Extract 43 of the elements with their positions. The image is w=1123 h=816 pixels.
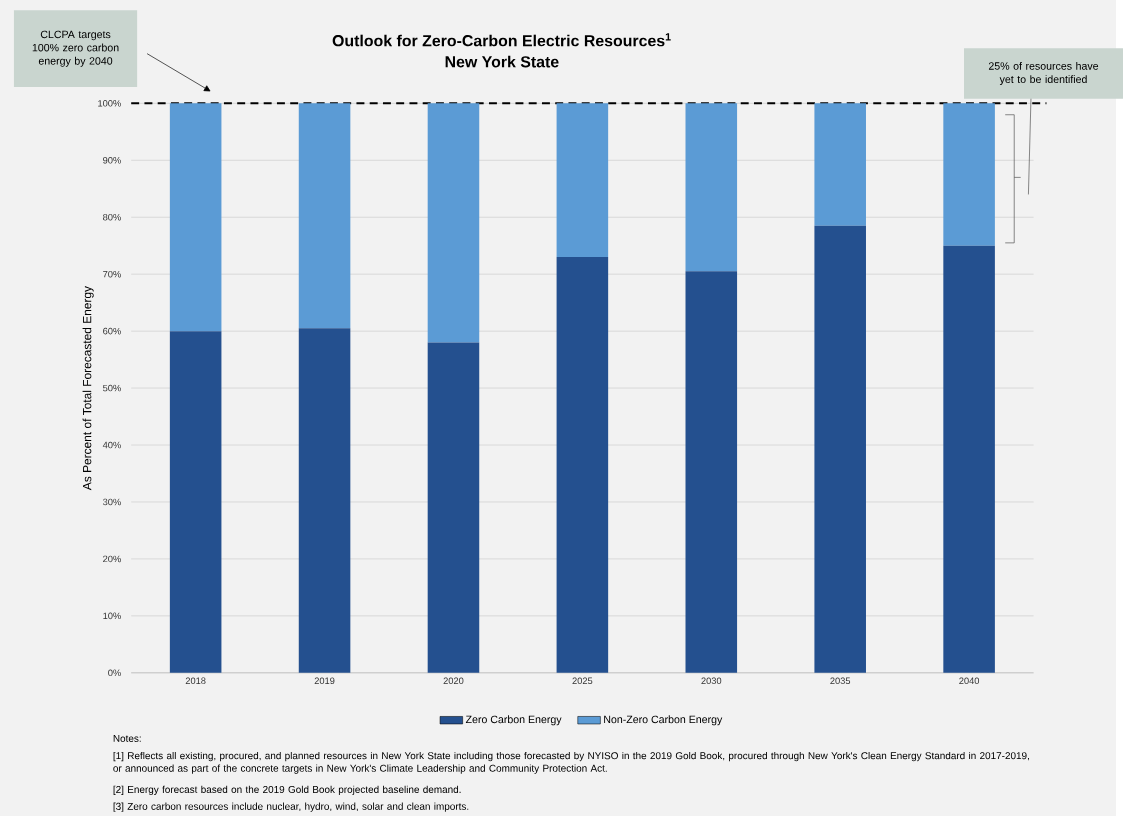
bar: [685, 103, 738, 272]
text: [1] Reflects all existing, procured, and planned resources in New York State including those forecasted by NYISO in the 2019 Gold Book, procured through New York's Clean Energy Standard in 2017-2019, or announced as part of the concrete targets in New York's Climate Leadership and Community Protection Act.: [113, 751, 1029, 774]
text: [3] Zero carbon resources include nuclear, hydro, wind, solar and clean imports.: [113, 802, 469, 812]
bar: [169, 331, 222, 673]
bar: [814, 225, 866, 673]
text: [2] Energy forecast based on the 2019 Gold Book projected baseline demand.: [113, 785, 461, 795]
y-tick-label: 30%: [103, 498, 121, 506]
bar: [427, 103, 480, 343]
bar: [298, 328, 351, 673]
x-tick-label: 2019: [314, 677, 335, 685]
bar: [427, 342, 480, 673]
bar: [943, 103, 995, 246]
x-tick-label: 2020: [443, 677, 464, 685]
y-tick-label: 40%: [102, 441, 121, 449]
y-tick-label: 50%: [103, 384, 121, 392]
x-tick-label: 2035: [830, 677, 851, 685]
y-tick-label: 100%: [98, 100, 121, 107]
legend-label: Non-Zero Carbon Energy: [604, 715, 723, 726]
bar: [556, 103, 609, 258]
y-tick-label: 90%: [103, 157, 121, 164]
bar: [685, 271, 738, 673]
chart-title: Outlook for Zero-Carbon Electric Resources$^{1}$: [332, 33, 671, 47]
bar: [814, 103, 866, 226]
x-tick-label: 2030: [701, 677, 722, 685]
y-tick-label: 10%: [103, 612, 121, 620]
y-tick-label: 0%: [108, 669, 121, 677]
bar: [298, 103, 351, 329]
y-tick-label: 20%: [103, 555, 121, 563]
x-tick-label: 2018: [185, 677, 206, 685]
y-tick-label: 70%: [103, 270, 121, 278]
y-axis-title: As Percent of Total Forecasted Energy: [82, 286, 94, 491]
legend-label: Zero Carbon Energy: [465, 715, 562, 726]
text: CLCPA targets 100% zero carbon energy by 2040: [32, 30, 119, 67]
x-tick-label: 2040: [959, 677, 980, 685]
y-tick-label: 80%: [103, 214, 121, 221]
bar: [169, 103, 222, 332]
y-tick-label: 60%: [103, 327, 121, 335]
bar: [943, 245, 995, 673]
text: 25% of resources have yet to be identified: [988, 62, 1099, 86]
text: Notes:: [113, 735, 141, 742]
chart-subtitle: New York State: [445, 55, 559, 68]
x-tick-label: 2025: [572, 677, 593, 685]
bar: [556, 257, 609, 673]
